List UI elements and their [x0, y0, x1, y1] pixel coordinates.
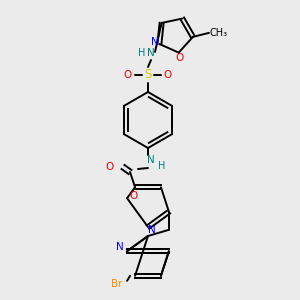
- Text: N: N: [147, 48, 155, 58]
- Text: N: N: [116, 242, 124, 252]
- Text: O: O: [124, 70, 132, 80]
- Text: N: N: [151, 37, 158, 47]
- Text: O: O: [129, 191, 137, 201]
- Text: Br: Br: [111, 279, 123, 289]
- Text: N: N: [147, 155, 155, 165]
- Text: CH₃: CH₃: [210, 28, 228, 38]
- Text: H: H: [158, 161, 166, 171]
- Text: S: S: [144, 68, 152, 82]
- Text: N: N: [148, 225, 156, 235]
- Text: H: H: [138, 48, 146, 58]
- Text: O: O: [164, 70, 172, 80]
- Text: O: O: [176, 52, 184, 63]
- Text: O: O: [106, 162, 114, 172]
